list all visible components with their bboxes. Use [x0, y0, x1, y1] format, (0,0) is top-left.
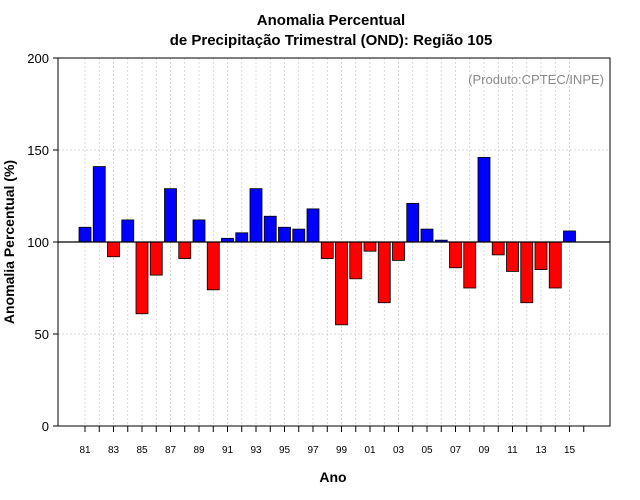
- x-tick-label: 93: [250, 445, 262, 456]
- bar-87: [164, 188, 177, 243]
- bar-98: [320, 241, 334, 259]
- bar-95: [278, 226, 291, 243]
- bar-97: [306, 208, 320, 243]
- bar-85: [135, 241, 149, 315]
- x-tick-label: 83: [108, 445, 120, 456]
- x-tick-label: 85: [136, 445, 148, 456]
- bar-15: [563, 230, 576, 243]
- x-tick-label: 01: [364, 445, 376, 456]
- bar-84: [121, 219, 135, 243]
- bar-90: [206, 241, 220, 291]
- bar-93: [249, 188, 263, 243]
- bar-04: [406, 202, 420, 243]
- y-tick-label: 0: [42, 419, 49, 434]
- bar-81: [78, 226, 92, 243]
- y-tick-label: 200: [27, 51, 49, 66]
- x-axis: 81 83 85 87 89 91 93 95 97 99 01 03 05 07 09 11 13 15: [79, 426, 585, 456]
- x-tick-label: 11: [507, 445, 518, 456]
- x-tick-label: 13: [535, 445, 547, 456]
- x-tick-label: 81: [79, 445, 91, 456]
- source-note: (Produto:CPTEC/INPE): [468, 72, 604, 87]
- x-tick-label: 89: [193, 445, 205, 456]
- bar-02: [377, 241, 391, 304]
- bar-88: [178, 241, 192, 259]
- x-tick-label: 91: [222, 445, 234, 456]
- bar-00: [349, 241, 363, 280]
- bar-11: [506, 241, 519, 272]
- y-tick-label: 50: [35, 327, 49, 342]
- y-axis-label: Anomalia Percentual (%): [1, 160, 17, 324]
- bar-92: [235, 232, 249, 243]
- bar-86: [149, 241, 163, 276]
- chart-title-line1: Anomalia Percentual: [257, 12, 405, 29]
- bar-01: [363, 241, 377, 252]
- bar-99: [335, 241, 348, 326]
- x-tick-label: 03: [393, 445, 405, 456]
- bar-13: [534, 241, 548, 271]
- bars: [78, 156, 576, 326]
- bar-82: [92, 166, 106, 243]
- x-tick-label: 15: [564, 445, 576, 456]
- y-tick-label: 150: [27, 143, 49, 158]
- x-tick-label: 09: [478, 445, 490, 456]
- bar-03: [392, 241, 405, 261]
- x-tick-label: 07: [450, 445, 462, 456]
- bar-89: [192, 219, 206, 243]
- y-tick-label: 100: [27, 235, 49, 250]
- bar-07: [449, 241, 462, 269]
- y-axis: 0 50 100 150 200: [27, 51, 58, 434]
- x-tick-label: 97: [307, 445, 319, 456]
- bar-09: [477, 156, 491, 243]
- bar-14: [548, 241, 562, 289]
- bar-12: [520, 241, 534, 304]
- x-tick-label: 99: [336, 445, 348, 456]
- x-tick-label: 95: [279, 445, 291, 456]
- x-axis-label: Ano: [319, 469, 346, 485]
- bar-05: [420, 228, 434, 243]
- bar-83: [107, 241, 120, 258]
- bar-96: [292, 228, 306, 243]
- x-tick-label: 05: [421, 445, 433, 456]
- bar-08: [463, 241, 477, 289]
- bar-10: [491, 241, 505, 256]
- x-tick-label: 87: [165, 445, 177, 456]
- chart-title-line2: de Precipitação Trimestral (OND): Região…: [170, 32, 493, 49]
- bar-94: [263, 215, 277, 243]
